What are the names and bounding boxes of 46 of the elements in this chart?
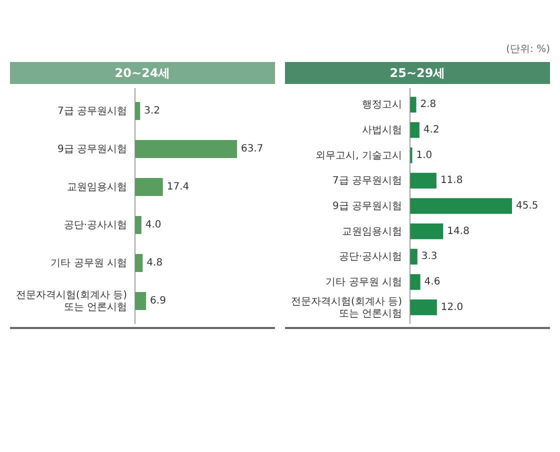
- text: (단위: %): [506, 44, 550, 55]
- y-tick-label: 기타 공무원 시험: [326, 276, 402, 288]
- data-label: 3.2: [144, 106, 160, 116]
- bar: [410, 274, 420, 290]
- data-label: 6.9: [150, 296, 166, 306]
- bar: [410, 198, 512, 214]
- y-tick-label: 공단·공사시험: [64, 220, 127, 230]
- y-tick-label: 전문자격시험(회계사 등) 또는 언론시험: [291, 296, 402, 319]
- y-tick-label: 전문자격시험(회계사 등) 또는 언론시험: [16, 290, 128, 312]
- bar: [410, 299, 437, 316]
- y-tick-label: 교원임용시험: [67, 182, 127, 192]
- data-label: 14.8: [447, 226, 470, 237]
- data-label: 4.6: [424, 276, 440, 288]
- bar: [135, 254, 143, 272]
- bar: [410, 122, 420, 138]
- data-label: 4.2: [423, 124, 440, 136]
- chart-title: 20~24세: [114, 66, 170, 80]
- bar: [135, 140, 237, 158]
- bar: [135, 178, 163, 196]
- data-label: 17.4: [166, 182, 190, 192]
- data-label: 4.0: [145, 220, 162, 230]
- bar: [410, 172, 436, 189]
- chart-title: 25~29세: [390, 66, 446, 80]
- data-label: 1.0: [416, 150, 432, 161]
- data-label: 63.7: [241, 144, 264, 154]
- y-tick-label: 교원임용시험: [342, 226, 402, 237]
- y-tick-label: 9급 공무원시험: [57, 144, 127, 154]
- y-tick-label: 기타 공무원 시험: [50, 258, 127, 268]
- data-label: 4.8: [146, 258, 163, 268]
- data-label: 12.0: [440, 302, 464, 313]
- y-tick-label: 행정고시: [362, 99, 402, 110]
- y-tick-label: 9급 공무원시험: [332, 200, 402, 212]
- bar: [135, 216, 142, 234]
- bar: [410, 248, 418, 265]
- data-label: 3.3: [421, 251, 438, 262]
- data-label: 45.5: [516, 200, 538, 212]
- bar: [410, 96, 416, 113]
- y-tick-label: 사법시험: [362, 124, 402, 136]
- y-tick-label: 공단·공사시험: [338, 251, 402, 262]
- y-tick-label: 7급 공무원시험: [57, 106, 127, 116]
- bar: [410, 223, 444, 240]
- y-tick-label: 외무고시, 기술고시: [316, 150, 402, 161]
- data-label: 11.8: [440, 175, 463, 186]
- bar: [135, 292, 146, 310]
- data-label: 2.8: [420, 99, 436, 110]
- y-tick-label: 7급 공무원시험: [332, 175, 402, 186]
